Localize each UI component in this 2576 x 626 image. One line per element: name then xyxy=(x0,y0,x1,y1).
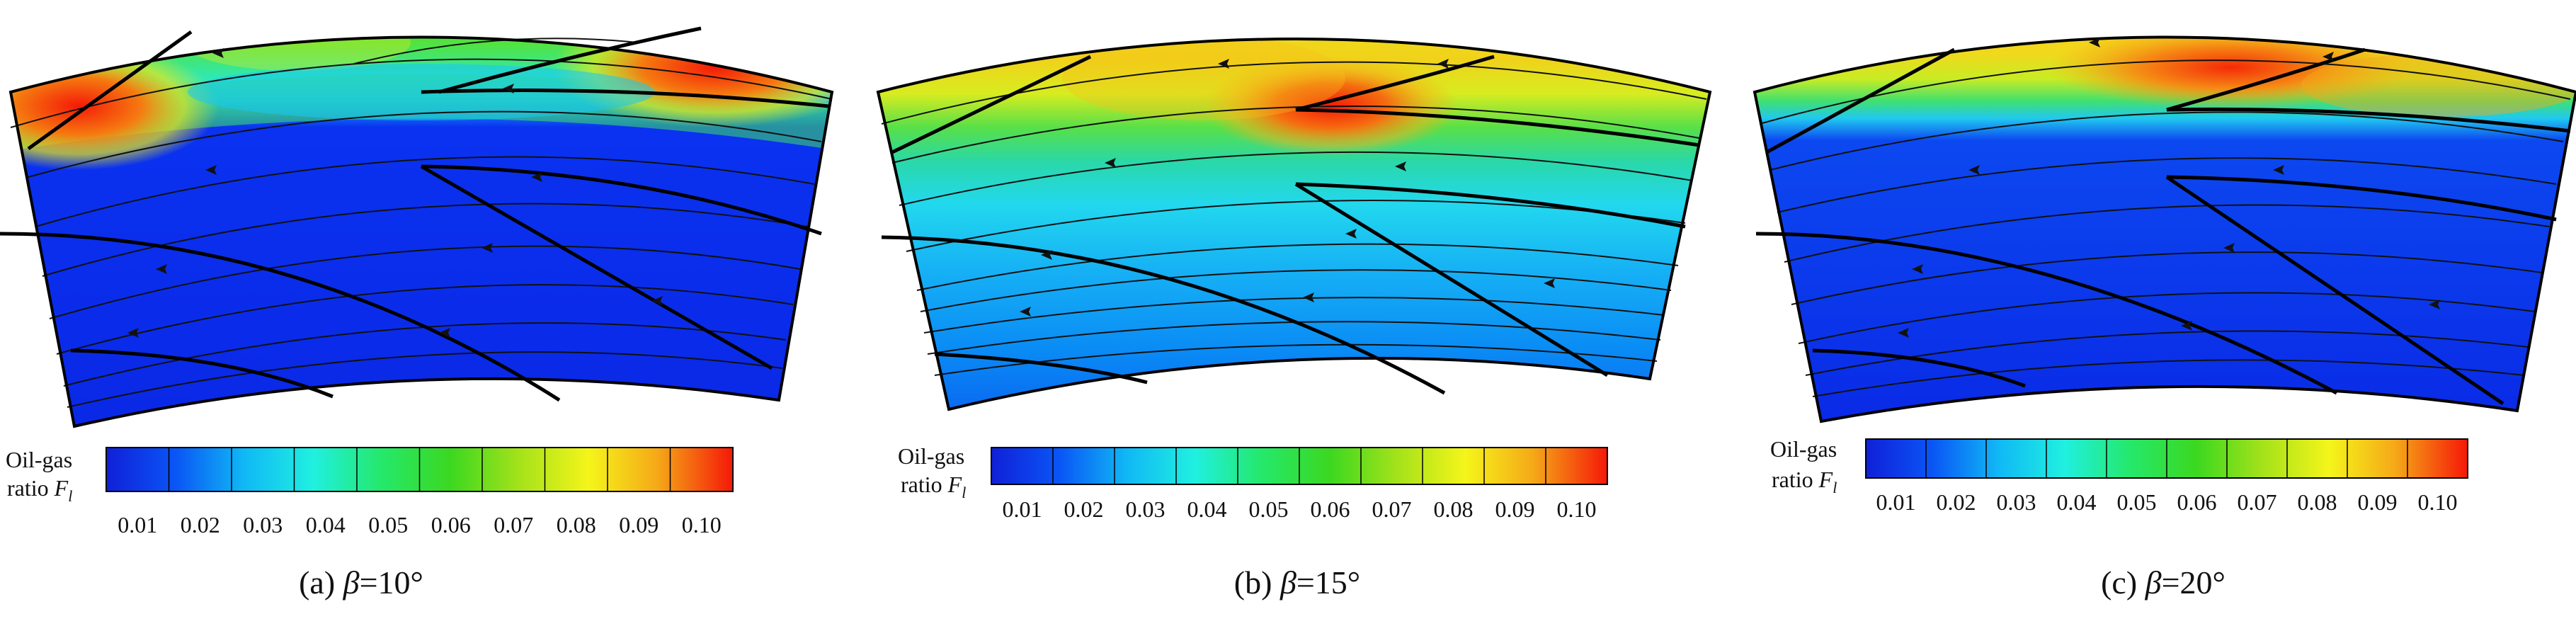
colorbar-c-dividers xyxy=(1925,439,2408,478)
colorbar-a-ticks: 0.01 0.02 0.03 0.04 0.05 0.06 0.07 0.08 0.09 0.10 xyxy=(118,512,722,537)
colorbar-tick-label: 0.05 xyxy=(2117,489,2157,515)
colorbar-tick-label: 0.03 xyxy=(1997,489,2036,515)
panel-b-streamlines xyxy=(881,61,1707,376)
colorbar-a-label-line1: Oil-gas xyxy=(6,447,72,472)
colorbar-tick-label: 0.06 xyxy=(2177,489,2217,515)
panel-a-arrows xyxy=(127,48,663,338)
panel-c-arrows xyxy=(1898,38,2440,338)
colorbar-tick-label: 0.04 xyxy=(2057,489,2097,515)
colorbar-b-label-line1: Oil-gas xyxy=(898,443,964,469)
colorbar-b-label-line2: ratio Fl xyxy=(901,472,966,501)
colorbar-tick-label: 0.08 xyxy=(557,512,596,537)
colorbar-tick-label: 0.04 xyxy=(306,512,346,537)
colorbar-tick-label: 0.08 xyxy=(2298,489,2337,515)
colorbar-tick-label: 0.06 xyxy=(431,512,471,537)
colorbar-c: Oil-gas ratio Fl 0.01 0.02 0.03 0.04 0.05 0.0… xyxy=(1770,436,2468,515)
colorbar-tick-label: 0.09 xyxy=(1495,496,1535,522)
colorbar-tick-label: 0.04 xyxy=(1187,496,1227,522)
caption-a: (a) β=10° xyxy=(299,564,423,601)
colorbar-tick-label: 0.10 xyxy=(2418,489,2458,515)
colorbar-tick-label: 0.10 xyxy=(682,512,722,537)
colorbar-tick-label: 0.03 xyxy=(243,512,283,537)
panel-a-field xyxy=(11,37,832,426)
colorbar-tick-label: 0.06 xyxy=(1311,496,1350,522)
colorbar-c-label-line1: Oil-gas xyxy=(1770,436,1837,462)
colorbar-tick-label: 0.01 xyxy=(118,512,157,537)
panel-b-blades xyxy=(881,55,1700,395)
colorbar-tick-label: 0.07 xyxy=(494,512,533,537)
panel-a xyxy=(0,26,834,428)
colorbar-tick-label: 0.01 xyxy=(1876,489,1916,515)
colorbar-b-dividers xyxy=(1052,448,1546,484)
colorbar-a-label-line2: ratio Fl xyxy=(7,475,72,505)
panel-c-streamlines xyxy=(1759,59,2571,397)
panel-c-blades xyxy=(1755,47,2571,406)
caption-b: (b) β=15° xyxy=(1234,564,1360,601)
panel-c xyxy=(1753,35,2576,423)
panel-b-outline xyxy=(876,38,1712,411)
colorbar-tick-label: 0.09 xyxy=(619,512,659,537)
colorbar-tick-label: 0.07 xyxy=(1372,496,1412,522)
colorbar-tick-label: 0.05 xyxy=(368,512,408,537)
colorbar-b-ticks: 0.01 0.02 0.03 0.04 0.05 0.06 0.07 0.08 0.09 0.10 xyxy=(1003,496,1597,522)
colorbar-tick-label: 0.05 xyxy=(1249,496,1289,522)
panel-c-outline xyxy=(1753,35,2576,423)
colorbar-c-ticks: 0.01 0.02 0.03 0.04 0.05 0.06 0.07 0.08 0.09 0.10 xyxy=(1876,489,2458,515)
colorbar-tick-label: 0.02 xyxy=(1064,496,1104,522)
colorbar-b: Oil-gas ratio Fl 0.01 0.02 0.03 0.04 0.05 0.0… xyxy=(898,443,1608,522)
panel-a-blades xyxy=(0,26,829,402)
panel-b xyxy=(876,38,1712,411)
colorbar-tick-label: 0.10 xyxy=(1557,496,1597,522)
panel-b-arrows xyxy=(1020,59,1555,317)
colorbar-tick-label: 0.02 xyxy=(181,512,220,537)
colorbar-c-label-line2: ratio Fl xyxy=(1772,467,1837,496)
colorbar-tick-label: 0.08 xyxy=(1434,496,1474,522)
panel-a-outline xyxy=(8,35,834,428)
colorbar-tick-label: 0.07 xyxy=(2238,489,2277,515)
colorbar-tick-label: 0.01 xyxy=(1003,496,1042,522)
colorbar-a-dividers xyxy=(168,448,671,491)
colorbar-tick-label: 0.09 xyxy=(2358,489,2398,515)
colorbar-a: Oil-gas ratio Fl 0.01 0.02 0.03 0.04 0.05 0.0… xyxy=(6,447,734,537)
caption-c: (c) β=20° xyxy=(2101,564,2225,601)
colorbar-tick-label: 0.02 xyxy=(1937,489,1976,515)
colorbar-tick-label: 0.03 xyxy=(1126,496,1166,522)
